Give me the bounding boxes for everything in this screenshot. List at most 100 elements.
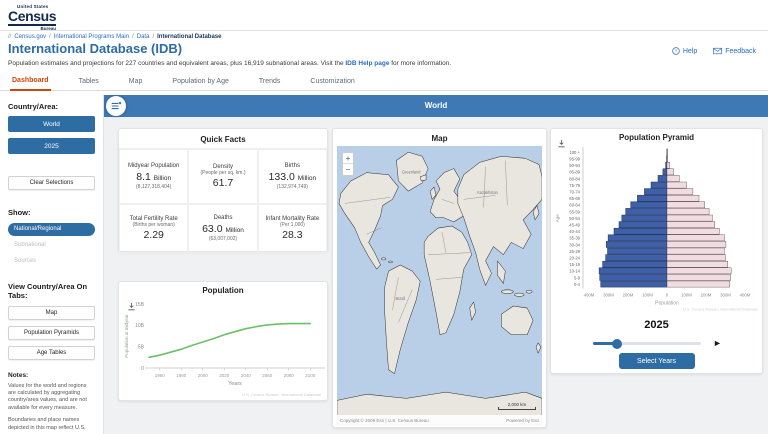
svg-text:5B: 5B: [138, 344, 145, 350]
map-scale-line: [498, 407, 536, 410]
svg-text:90-94: 90-94: [569, 163, 580, 168]
svg-text:15-19: 15-19: [569, 262, 580, 267]
map-place-labels: Greenland Kazakhstan Brazil: [395, 170, 497, 301]
breadcrumb-link-census-gov[interactable]: Census.gov: [14, 34, 47, 40]
help-icon: ?: [672, 47, 680, 55]
notes-heading: Notes:: [8, 371, 29, 379]
svg-text:0: 0: [666, 293, 669, 298]
population-line-chart[interactable]: 0 5B 10B 15B 1960 1980 2000 2020 2040 2060 2080 210…: [121, 296, 327, 398]
svg-text:10-14: 10-14: [569, 269, 580, 274]
world-map[interactable]: Greenland Kazakhstan Brazil + − 2,000 km…: [337, 146, 542, 425]
show-option-national-regional[interactable]: National/Regional: [8, 222, 95, 236]
view-tab-button-map[interactable]: Map: [8, 305, 95, 320]
play-animation-button[interactable]: ►: [713, 338, 722, 348]
map-zoom-control: + −: [342, 152, 354, 176]
breadcrumb-link-international-programs-main[interactable]: International Programs Main: [53, 34, 130, 40]
select-years-button[interactable]: Select Years: [618, 353, 695, 369]
show-option-subnational[interactable]: Subnational: [14, 241, 46, 248]
map-zoom-in-button[interactable]: +: [343, 153, 353, 164]
header-divider: [0, 30, 768, 31]
quick-fact-detail: (8,127,318,404): [136, 183, 172, 190]
svg-text:15B: 15B: [135, 302, 145, 308]
svg-text:50-54: 50-54: [569, 216, 580, 221]
svg-text:85-89: 85-89: [569, 170, 580, 175]
year-slider: ►: [551, 337, 762, 349]
quick-fact-label: Infant Mortality Rate: [265, 215, 320, 222]
map-zoom-out-button[interactable]: −: [345, 165, 351, 174]
svg-text:U.S. Census Bureau, Internatio: U.S. Census Bureau, International Databa…: [683, 308, 758, 312]
world-map-svg: Greenland Kazakhstan Brazil: [337, 146, 542, 425]
map-attribution: Copyright © 2009 Esri | U.S. Census Bure…: [337, 415, 542, 425]
view-tab-button-population-pyramids[interactable]: Population Pyramids: [8, 325, 95, 340]
svg-text:60-64: 60-64: [569, 203, 580, 208]
svg-text:2040: 2040: [241, 373, 252, 378]
svg-text:100M: 100M: [642, 293, 653, 298]
chart-watermark: U.S. Census Bureau, International Databa…: [242, 392, 321, 397]
breadcrumb-link-data[interactable]: Data: [136, 34, 150, 40]
idb-help-page-link[interactable]: IDB Help page: [345, 60, 390, 67]
svg-text:80-84: 80-84: [569, 176, 580, 181]
quick-facts-title: Quick Facts: [119, 129, 327, 149]
download-pyramid-button[interactable]: [557, 135, 566, 153]
quick-fact-label: Density: [212, 163, 233, 170]
svg-text:1960: 1960: [155, 373, 166, 378]
help-button[interactable]: ? Help: [672, 47, 697, 55]
breadcrumb-separator: /: [49, 34, 51, 40]
show-option-sources[interactable]: Sources: [14, 257, 37, 264]
selected-year-button[interactable]: 2025: [8, 138, 95, 155]
quick-fact-total-fertility-rate: Total Fertility Rate (Births per woman) 2.…: [119, 204, 189, 253]
envelope-icon: [713, 47, 723, 55]
feedback-button[interactable]: Feedback: [713, 47, 756, 55]
map-title: Map: [431, 134, 448, 143]
tab-map[interactable]: Map: [128, 78, 143, 85]
svg-text:300M: 300M: [603, 293, 614, 298]
selected-country-button[interactable]: World: [8, 116, 95, 133]
svg-text:95-99: 95-99: [569, 157, 580, 162]
svg-text:2020: 2020: [219, 373, 230, 378]
quick-fact-label: Births: [284, 163, 300, 170]
view-tabs-heading: View Country/Area On Tabs:: [8, 281, 88, 301]
slider-track[interactable]: [593, 342, 701, 345]
header-actions: ? Help Feedback: [672, 47, 756, 55]
tab-population-by-age[interactable]: Population by Age: [172, 78, 229, 85]
quick-fact-births: Births 133.0 Million (132,974,749): [257, 149, 327, 204]
svg-text:45-49: 45-49: [569, 223, 580, 228]
subtitle-text-after: for more information.: [389, 60, 452, 67]
view-tab-button-age-tables[interactable]: Age Tables: [8, 345, 95, 360]
svg-text:40-44: 40-44: [569, 229, 580, 234]
quick-fact-sublabel: (Per 1,000): [279, 222, 305, 229]
collapse-panel-button[interactable]: [106, 96, 126, 116]
svg-text:2080: 2080: [284, 373, 295, 378]
svg-text:100 +: 100 +: [569, 150, 580, 155]
census-bureau-logo[interactable]: United States Census Bureau: [8, 4, 68, 31]
collapse-panel-icon: [111, 101, 122, 110]
svg-text:75-79: 75-79: [569, 183, 580, 188]
filter-sidebar: Country/Area: World 2025 Clear Selection…: [0, 95, 104, 434]
svg-text:2000: 2000: [198, 373, 209, 378]
tab-tables[interactable]: Tables: [78, 78, 99, 85]
breadcrumb-prefix: //: [8, 34, 12, 40]
quick-fact-value: 61.7: [212, 177, 234, 190]
logo-underline: [8, 23, 56, 26]
show-heading: Show:: [8, 208, 31, 218]
svg-text:?: ?: [675, 49, 678, 55]
map-card: Map: [332, 128, 547, 428]
tab-dashboard[interactable]: Dashboard: [10, 74, 51, 91]
map-scale-label: 2,000 km: [507, 402, 527, 407]
help-label: Help: [682, 47, 698, 55]
quick-facts-card: Quick Facts Midyear Population 8.1 Billio…: [118, 128, 328, 253]
breadcrumb-link-international-database[interactable]: International Database: [157, 34, 222, 40]
quick-fact-density: Density (People per sq. km.) 61.7: [188, 149, 258, 204]
map-label-kazakhstan: Kazakhstan: [477, 190, 498, 195]
selection-bar: World: [104, 95, 768, 117]
map-scale-bar: 2,000 km: [498, 402, 536, 410]
clear-selections-button[interactable]: Clear Selections: [8, 176, 95, 191]
quick-fact-sublabel: (People per sq. km.): [200, 170, 246, 177]
svg-text:2100: 2100: [305, 373, 316, 378]
tab-trends[interactable]: Trends: [258, 78, 281, 85]
slider-handle[interactable]: [612, 338, 622, 349]
tab-customization[interactable]: Customization: [310, 78, 355, 85]
map-country-borders: [344, 160, 508, 323]
